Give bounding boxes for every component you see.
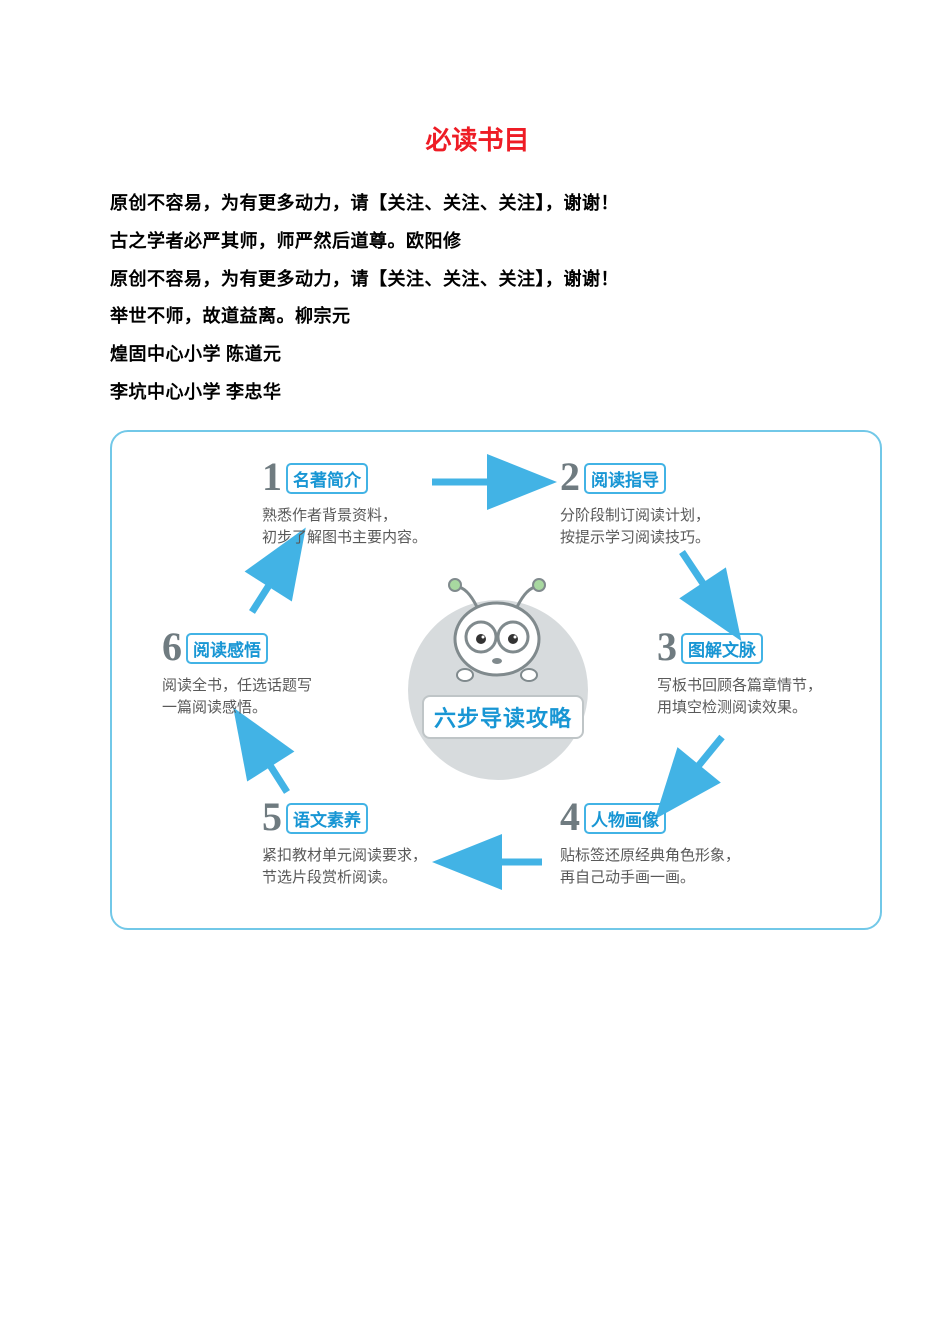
step-6-desc: 阅读全书，任选话题写 一篇阅读感悟。 [162, 675, 312, 719]
step-2-desc-line1: 分阶段制订阅读计划， [560, 507, 710, 524]
step-2-header: 2 阅读指导 [560, 457, 710, 497]
step-1-number: 1 [262, 457, 282, 497]
step-5: 5 语文素养 紧扣教材单元阅读要求， 节选片段赏析阅读。 [262, 797, 427, 889]
step-4-label: 人物画像 [584, 803, 666, 834]
step-3: 3 图解文脉 写板书回顾各篇章情节， 用填空检测阅读效果。 [657, 627, 822, 719]
step-5-desc-line1: 紧扣教材单元阅读要求， [262, 847, 427, 864]
step-2-desc: 分阶段制订阅读计划， 按提示学习阅读技巧。 [560, 505, 710, 549]
step-3-label: 图解文脉 [681, 633, 763, 664]
intro-line-1: 原创不容易，为有更多动力，请【关注、关注、关注】，谢谢！ [110, 185, 845, 223]
step-1-label: 名著简介 [286, 463, 368, 494]
center-title-card: 六步导读攻略 [422, 695, 584, 739]
step-6-header: 6 阅读感悟 [162, 627, 312, 667]
step-6-number: 6 [162, 627, 182, 667]
mascot-icon [437, 577, 557, 697]
step-1-header: 1 名著简介 [262, 457, 427, 497]
step-4-number: 4 [560, 797, 580, 837]
step-4: 4 人物画像 贴标签还原经典角色形象， 再自己动手画一画。 [560, 797, 740, 889]
step-6: 6 阅读感悟 阅读全书，任选话题写 一篇阅读感悟。 [162, 627, 312, 719]
step-3-desc-line2: 用填空检测阅读效果。 [657, 699, 807, 716]
step-3-desc: 写板书回顾各篇章情节， 用填空检测阅读效果。 [657, 675, 822, 719]
intro-line-2: 古之学者必严其师，师严然后道尊。欧阳修 [110, 223, 845, 261]
step-1-desc-line1: 熟悉作者背景资料， [262, 507, 397, 524]
step-6-desc-line2: 一篇阅读感悟。 [162, 699, 267, 716]
step-3-header: 3 图解文脉 [657, 627, 822, 667]
step-6-label: 阅读感悟 [186, 633, 268, 664]
intro-line-6: 李坑中心小学 李忠华 [110, 374, 845, 412]
intro-line-4: 举世不师，故道益离。柳宗元 [110, 298, 845, 336]
document-page: 必读书目 原创不容易，为有更多动力，请【关注、关注、关注】，谢谢！ 古之学者必严… [0, 0, 945, 930]
step-1-desc-line2: 初步了解图书主要内容。 [262, 529, 427, 546]
step-4-desc-line1: 贴标签还原经典角色形象， [560, 847, 740, 864]
step-4-desc-line2: 再自己动手画一画。 [560, 869, 695, 886]
step-3-number: 3 [657, 627, 677, 667]
step-1-desc: 熟悉作者背景资料， 初步了解图书主要内容。 [262, 505, 427, 549]
step-2-label: 阅读指导 [584, 463, 666, 494]
step-5-label: 语文素养 [286, 803, 368, 834]
step-2-desc-line2: 按提示学习阅读技巧。 [560, 529, 710, 546]
step-2: 2 阅读指导 分阶段制订阅读计划， 按提示学习阅读技巧。 [560, 457, 710, 549]
step-5-desc: 紧扣教材单元阅读要求， 节选片段赏析阅读。 [262, 845, 427, 889]
step-5-number: 5 [262, 797, 282, 837]
six-step-diagram: 六步导读攻略 1 名著简介 熟悉作者背景资料， 初步了解图书主要内容。 [110, 430, 882, 930]
step-2-number: 2 [560, 457, 580, 497]
page-title: 必读书目 [110, 120, 845, 157]
intro-line-5: 煌固中心小学 陈道元 [110, 336, 845, 374]
intro-line-3: 原创不容易，为有更多动力，请【关注、关注、关注】，谢谢！ [110, 261, 845, 299]
step-5-header: 5 语文素养 [262, 797, 427, 837]
step-3-desc-line1: 写板书回顾各篇章情节， [657, 677, 822, 694]
step-5-desc-line2: 节选片段赏析阅读。 [262, 869, 397, 886]
step-6-desc-line1: 阅读全书，任选话题写 [162, 677, 312, 694]
step-4-desc: 贴标签还原经典角色形象， 再自己动手画一画。 [560, 845, 740, 889]
step-4-header: 4 人物画像 [560, 797, 740, 837]
step-1: 1 名著简介 熟悉作者背景资料， 初步了解图书主要内容。 [262, 457, 427, 549]
